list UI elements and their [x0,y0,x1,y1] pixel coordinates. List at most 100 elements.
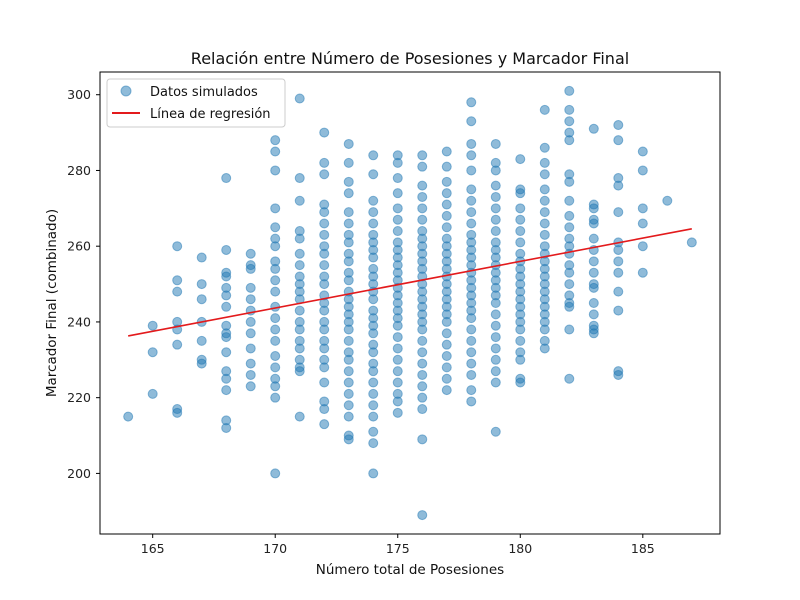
data-point [294,411,305,422]
data-point [515,214,526,225]
data-point [123,411,134,422]
data-point [196,279,207,290]
data-point [441,188,452,199]
data-point [588,123,599,134]
data-point [417,381,428,392]
data-point [466,324,477,335]
data-point [392,226,403,237]
data-point [466,184,477,195]
x-tick-label: 175 [386,541,410,556]
data-point [539,324,550,335]
data-point [490,191,501,202]
data-point [270,135,281,146]
data-point [172,339,183,350]
data-point [490,298,501,308]
data-point [564,222,575,233]
data-point [343,434,354,445]
data-point [539,229,550,240]
data-point [564,210,575,221]
data-point [588,256,599,267]
legend: Datos simulados Línea de regresión [106,78,286,128]
data-point [441,210,452,221]
data-point [343,207,354,218]
data-point [515,154,526,165]
data-point [245,343,256,354]
data-point [466,385,477,396]
data-point [270,381,281,392]
data-point [245,282,256,293]
data-point [245,328,256,339]
data-point [319,324,330,335]
data-point [392,354,403,365]
y-tick-label: 240 [67,314,91,329]
data-point [294,173,305,184]
data-point [588,309,599,320]
data-point [319,279,330,290]
data-point [368,400,379,411]
data-point [343,138,354,149]
data-point [466,138,477,149]
data-point [490,165,501,176]
data-point [637,241,648,252]
data-point [564,116,575,127]
data-point [490,366,501,377]
data-point [539,157,550,168]
data-point [221,173,232,184]
data-point [294,324,305,335]
data-point [466,207,477,218]
data-point [221,373,232,384]
data-point [417,203,428,214]
data-point [368,426,379,437]
data-point [417,214,428,225]
data-point [417,434,428,445]
regression-line [128,227,692,337]
data-point [417,510,428,521]
data-point [343,400,354,411]
data-point [417,180,428,191]
data-point [368,328,379,339]
data-point [319,305,330,316]
data-point [245,248,256,259]
data-point [613,180,624,191]
data-point [319,218,330,229]
data-point [196,294,207,305]
data-point [294,195,305,206]
data-point [319,169,330,180]
data-point [417,358,428,369]
data-point [441,176,452,187]
y-tick-label: 200 [67,466,91,481]
data-point [392,332,403,343]
data-point [417,404,428,415]
data-point [515,237,526,248]
data-point [294,260,305,271]
data-point [613,369,624,380]
data-point [368,252,379,263]
data-point [343,237,354,248]
data-point [441,373,452,384]
data-point [564,248,575,259]
data-point [564,301,575,312]
data-point [441,339,452,350]
data-point [466,313,477,324]
data-point [343,411,354,422]
data-point [270,263,281,274]
data-point [392,188,403,199]
data-point [564,85,575,96]
data-point [466,116,477,127]
y-tick-label: 260 [67,239,91,254]
data-point [466,165,477,176]
data-point [613,286,624,297]
data-point [368,294,379,305]
data-point [417,392,428,403]
data-point [466,396,477,407]
data-point [417,150,428,161]
data-point [221,290,232,301]
data-point [539,207,550,218]
data-point [368,388,379,399]
data-point [441,199,452,210]
data-point [539,169,550,180]
data-point [319,207,330,218]
data-point [392,343,403,354]
data-point [392,377,403,388]
data-point [270,275,281,286]
